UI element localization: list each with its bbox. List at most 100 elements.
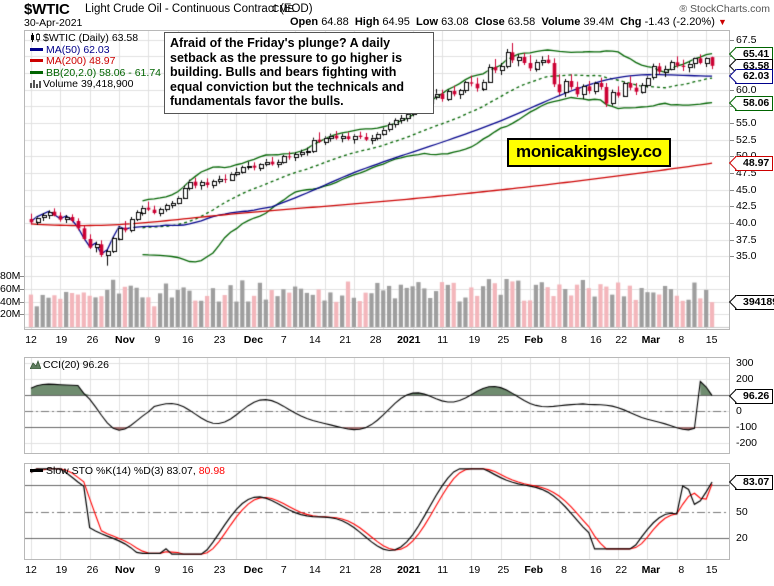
price-y-tickmark-11 (730, 223, 734, 224)
x-tick-9: 14 (309, 564, 321, 576)
x-tick-17: 8 (561, 334, 567, 346)
site-watermark: monicakingsley.co (507, 138, 671, 167)
x-tick-22: 15 (705, 334, 718, 346)
x-tick-7: Dec (243, 334, 264, 346)
cci-y-tick-4: -200 (736, 437, 758, 450)
low-value: 63.08 (441, 16, 469, 28)
x-tick-6: 23 (213, 334, 226, 346)
cci-area-icon (29, 360, 42, 370)
stochastic-panel[interactable] (24, 463, 730, 560)
cci-y-tick-3: -100 (736, 421, 758, 434)
x-tick-14: 19 (468, 564, 481, 576)
price-y-tickmark-6 (730, 139, 734, 141)
volume-y-tick-2: 40M (0, 295, 21, 308)
volume-y-tick-1: 60M (0, 283, 21, 296)
open-label: Open (290, 16, 319, 28)
sto-legend-separator: , (192, 465, 199, 477)
price-legend-label-1: MA(50) 62.03 (46, 43, 110, 56)
price-tag-48.97: 48.97 (735, 156, 774, 172)
candlestick-icon (30, 33, 41, 42)
x-tick-13: 11 (437, 564, 449, 576)
x-tick-12: 2021 (397, 564, 421, 576)
sto-y-tick-1: 20 (736, 532, 748, 545)
high-value: 64.95 (382, 16, 410, 28)
volume-y-tickmark-3 (20, 314, 24, 316)
cci-legend-label: CCI(20) 96.26 (43, 359, 109, 371)
line-swatch-icon (30, 59, 43, 63)
x-tick-5: 16 (181, 334, 194, 346)
line-swatch-icon (30, 70, 43, 74)
price-x-axis: 12 19 26 Nov 9 16 23 Dec 7 14 21 28 2021 11 19 25 Feb 8 16… (24, 334, 730, 348)
x-tick-12: 2021 (397, 334, 421, 346)
price-y-tickmark-8 (730, 173, 734, 174)
symbol-ticker[interactable]: $WTIC (24, 1, 70, 18)
price-panel[interactable] (24, 30, 730, 330)
x-tick-9: 14 (309, 334, 321, 346)
price-y-tickmark-0 (730, 39, 734, 41)
price-tag-39418900: 39418900 (735, 295, 774, 311)
stochastic-x-axis: 12 19 26 Nov 9 16 23 Dec 7 14 21 28 2021 11 19 25 Feb 8 16… (24, 564, 730, 578)
x-tick-2: 26 (86, 564, 99, 576)
x-tick-13: 11 (437, 334, 449, 346)
price-y-tick-13: 35.0 (736, 250, 757, 263)
x-tick-0: 12 (25, 564, 37, 576)
x-tick-15: 25 (497, 564, 510, 576)
price-legend-row-0: $WTIC (Daily) 63.58 (30, 32, 197, 45)
cci-legend: CCI(20) 96.26 (29, 359, 109, 372)
volume-y-tickmark-1 (20, 289, 24, 291)
sto-y-tick-0: 50 (736, 505, 748, 518)
close-value: 63.58 (507, 16, 536, 28)
x-tick-15: 25 (497, 334, 510, 346)
quote-date: 30-Apr-2021 (24, 17, 83, 29)
price-y-tickmark-12 (730, 239, 734, 241)
stochastic-canvas[interactable] (25, 464, 729, 559)
price-y-tickmark-13 (730, 256, 734, 258)
x-tick-0: 12 (25, 334, 37, 346)
stochastic-legend: Slow STO %K(14) %D(3) 83.07, 80.98 (30, 465, 225, 478)
cci-canvas[interactable] (25, 358, 729, 453)
price-legend-label-0: $WTIC (Daily) 63.58 (43, 32, 139, 44)
price-y-tick-9: 45.0 (736, 183, 757, 196)
x-tick-16: Feb (524, 334, 544, 346)
x-tick-4: 9 (154, 564, 161, 576)
x-tick-21: 8 (678, 564, 685, 576)
volume-y-tickmark-0 (20, 276, 24, 278)
x-tick-19: 22 (615, 334, 628, 346)
price-y-tick-12: 37.5 (736, 233, 757, 246)
price-y-tick-5: 55.0 (736, 117, 757, 129)
change-down-arrow-icon: ▼ (717, 17, 727, 27)
price-legend: $WTIC (Daily) 63.58 MA(50) 62.03 MA(200) 4… (30, 32, 197, 91)
x-tick-17: 8 (561, 564, 567, 576)
cci-panel[interactable] (24, 357, 730, 454)
price-legend-row-4: Volume 39,418,900 (30, 79, 197, 91)
x-tick-22: 15 (705, 564, 718, 576)
price-y-tickmark-9 (730, 189, 734, 191)
cci-y-tick-0: 300 (736, 356, 754, 369)
price-y-tickmark-3 (730, 89, 734, 91)
price-y-tick-11: 40.0 (736, 217, 757, 229)
x-tick-5: 16 (181, 564, 194, 576)
price-legend-row-3: BB(20,2.0) 58.06 - 61.74 - 65.41 (30, 67, 197, 80)
cci-y-tick-2: 0 (736, 405, 742, 418)
x-tick-3: Nov (115, 334, 135, 346)
x-tick-16: Feb (524, 564, 544, 576)
stockcharts-credit-label: StockCharts.com (690, 3, 770, 15)
volume-y-tick-3: 20M (0, 308, 21, 321)
x-tick-3: Nov (115, 564, 135, 576)
open-value: 64.88 (321, 16, 349, 28)
price-y-tick-3: 60.0 (736, 83, 757, 96)
volume-y-tick-0: 80M (0, 270, 21, 283)
x-tick-1: 19 (55, 564, 68, 576)
x-tick-8: 7 (280, 334, 287, 346)
x-tick-11: 28 (369, 564, 382, 576)
x-tick-6: 23 (213, 564, 226, 576)
price-legend-row-2: MA(200) 48.97 (30, 55, 197, 68)
registered-icon: ® (679, 3, 688, 15)
chart-header: $WTIC Light Crude Oil - Continuous Contr… (0, 0, 774, 30)
price-y-tickmark-5 (730, 123, 734, 124)
price-legend-label-2: MA(200) 48.97 (46, 55, 116, 68)
x-tick-4: 9 (154, 334, 161, 346)
price-legend-label-4: Volume 39,418,900 (43, 78, 134, 91)
sto-d-value: 80.98 (198, 465, 225, 477)
price-y-tick-10: 42.5 (736, 200, 757, 213)
